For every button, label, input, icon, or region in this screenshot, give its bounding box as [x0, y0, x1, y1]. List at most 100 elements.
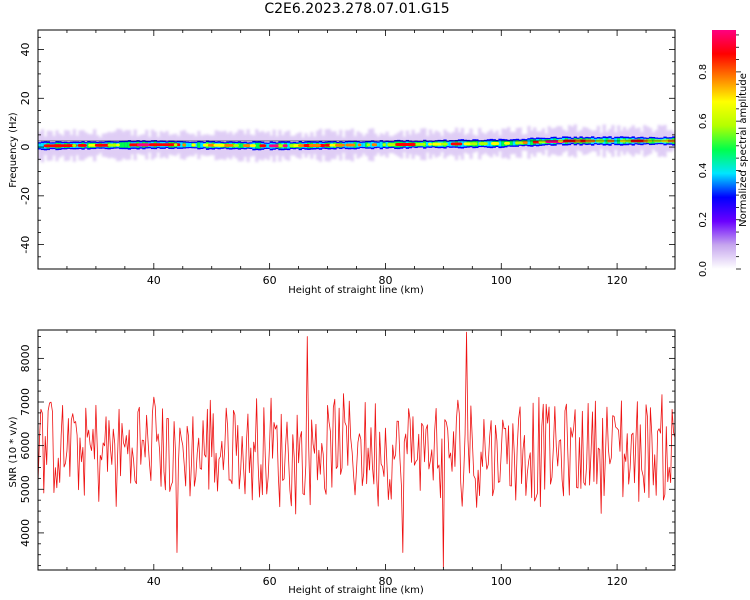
spectrogram-peak-cell — [408, 142, 416, 146]
spectrogram-peak-cell — [72, 144, 77, 147]
spectrogram-peak-cell — [259, 144, 267, 148]
spectrogram-peak-cell — [470, 142, 478, 146]
snr-series-line — [38, 331, 675, 569]
snr-y-ticks: 4000 5000 6000 7000 8000 — [19, 336, 675, 567]
snr-x-tick-label: 40 — [147, 575, 161, 588]
spectrogram-peak-cell — [233, 143, 239, 147]
spectrogram-inner-cell — [124, 142, 129, 148]
spectrogram-inner-cell — [512, 140, 517, 146]
spectrogram-inner-cell — [509, 140, 514, 146]
spectrogram-peak-cell — [382, 143, 387, 147]
spectrogram-peak-cell — [224, 143, 234, 147]
spectrogram-peak-cell — [94, 143, 111, 147]
colorbar-tick-label: 0.0 — [698, 261, 709, 277]
snr-x-ticks: 40 60 80 100 120 — [37, 330, 676, 588]
snr-x-tick-label: 60 — [263, 575, 277, 588]
spectrogram-x-tick-label: 40 — [147, 274, 161, 287]
spectrogram-inner-cell — [376, 142, 381, 147]
spectrogram-peak-cell — [515, 141, 524, 145]
spectrogram-peak-cell — [432, 142, 444, 146]
spectrogram-inner-cell — [237, 142, 242, 149]
spectrogram-inner-cell — [425, 141, 430, 147]
spectrogram-inner-cell — [185, 142, 189, 148]
spectrogram-peak-cell — [450, 142, 463, 146]
spectrogram-peak-cell — [282, 144, 288, 148]
spectrogram-peak-cell — [149, 143, 164, 147]
spectrogram-peak-cell — [313, 143, 321, 147]
spectrogram-inner-cell — [446, 141, 450, 147]
colorbar-tick-label: 0.2 — [698, 212, 709, 228]
spectrogram-y-tick-label: 0 — [19, 144, 32, 151]
spectrogram-peak-cell — [345, 143, 356, 147]
spectrogram-inner-cell — [379, 141, 383, 148]
spectrogram-inner-cell — [486, 140, 491, 147]
snr-panel: 40 60 80 100 120 4000 5000 6000 7000 8000 Height… — [8, 329, 676, 596]
spectrogram-inner-cell — [498, 140, 502, 147]
spectrogram-inner-cell — [362, 142, 366, 148]
snr-y-tick-label: 5000 — [19, 475, 32, 503]
colorbar-tick-label: 0.8 — [698, 64, 709, 80]
spectrogram-peak-cell — [52, 144, 68, 148]
colorbar-gradient — [712, 30, 736, 269]
snr-x-tick-label: 80 — [378, 575, 392, 588]
spectrogram-inner-cell — [287, 142, 291, 149]
spectrogram-inner-cell — [501, 140, 505, 147]
spectrogram-peak-cell — [335, 143, 345, 147]
snr-x-tick-label: 100 — [491, 575, 512, 588]
spectrogram-peak-cell — [366, 143, 371, 147]
snr-y-tick-label: 4000 — [19, 519, 32, 547]
spectrogram-peak-cell — [217, 143, 226, 147]
spectrogram-y-tick-label: -20 — [19, 187, 32, 205]
spectrogram-y-ticks: -40 -20 0 20 40 — [19, 36, 675, 270]
spectrogram-peak-cell — [490, 142, 500, 145]
spectrogram-inner-cell — [200, 142, 204, 148]
spectrogram-inner-cell — [121, 142, 126, 148]
spectrogram-peak-cell — [207, 143, 215, 147]
snr-x-label: Height of straight line (km) — [288, 585, 424, 596]
spectrogram-peak-cell — [522, 141, 528, 144]
spectrogram-inner-cell — [240, 143, 244, 148]
snr-y-label: SNR (10 * v/v) — [8, 416, 19, 487]
spectrogram-inner-cell — [188, 142, 192, 148]
spectrogram-band — [38, 124, 675, 163]
spectrogram-inner-cell — [40, 143, 45, 149]
spectrogram-x-ticks: 40 60 80 100 120 — [37, 30, 676, 287]
spectrogram-peak-cell — [324, 143, 332, 147]
spectrogram-peak-cell — [387, 143, 396, 147]
spectrogram-inner-cell — [119, 142, 123, 148]
colorbar: 0.0 0.2 0.4 0.6 0.8 Normalized spectral ampl… — [698, 30, 749, 277]
spectrogram-peak-cell — [249, 144, 256, 148]
spectrogram-peak-cell — [415, 142, 426, 146]
spectrogram-peak-cell — [463, 142, 472, 146]
spectrogram-y-label: Frequency (Hz) — [8, 112, 19, 188]
spectrogram-peak-cell — [532, 140, 541, 144]
spectrogram-panel: 40 60 80 100 120 -40 -20 0 20 40 Height of strai… — [8, 29, 676, 296]
colorbar-label: Normalized spectral amplitude — [738, 73, 749, 227]
page-title: C2E6.2023.278.07.01.G15 — [264, 1, 450, 17]
spectrogram-inner-cell — [194, 142, 198, 148]
spectrogram-y-tick-label: -40 — [19, 236, 32, 254]
snr-y-tick-label: 6000 — [19, 432, 32, 460]
spectrogram-x-tick-label: 100 — [491, 274, 512, 287]
spectrogram-peak-cell — [161, 143, 181, 147]
spectrogram-x-label: Height of straight line (km) — [288, 285, 424, 296]
spectrogram-inner-cell — [527, 139, 531, 145]
spectrogram-peak-cell — [173, 143, 178, 147]
spectrogram-peak-cell — [77, 143, 87, 147]
spectrogram-inner-cell — [385, 141, 389, 148]
colorbar-tick-label: 0.4 — [698, 162, 709, 178]
spectrogram-x-tick-label: 60 — [263, 274, 277, 287]
spectrogram-peak-cell — [357, 143, 362, 147]
spectrogram-x-tick-label: 120 — [607, 274, 628, 287]
snr-y-tick-label: 7000 — [19, 388, 32, 416]
spectrogram-inner-cell — [460, 140, 465, 147]
spectrogram-peak-cell — [191, 143, 196, 147]
spectrogram-inner-cell — [38, 143, 42, 149]
spectrogram-peak-cell — [107, 143, 117, 147]
spectrogram-inner-cell — [197, 142, 201, 148]
snr-x-tick-label: 120 — [607, 575, 628, 588]
spectrogram-peak-cell — [182, 143, 187, 147]
spectrogram-inner-cell — [255, 142, 259, 149]
spectrogram-peak-cell — [371, 143, 377, 147]
